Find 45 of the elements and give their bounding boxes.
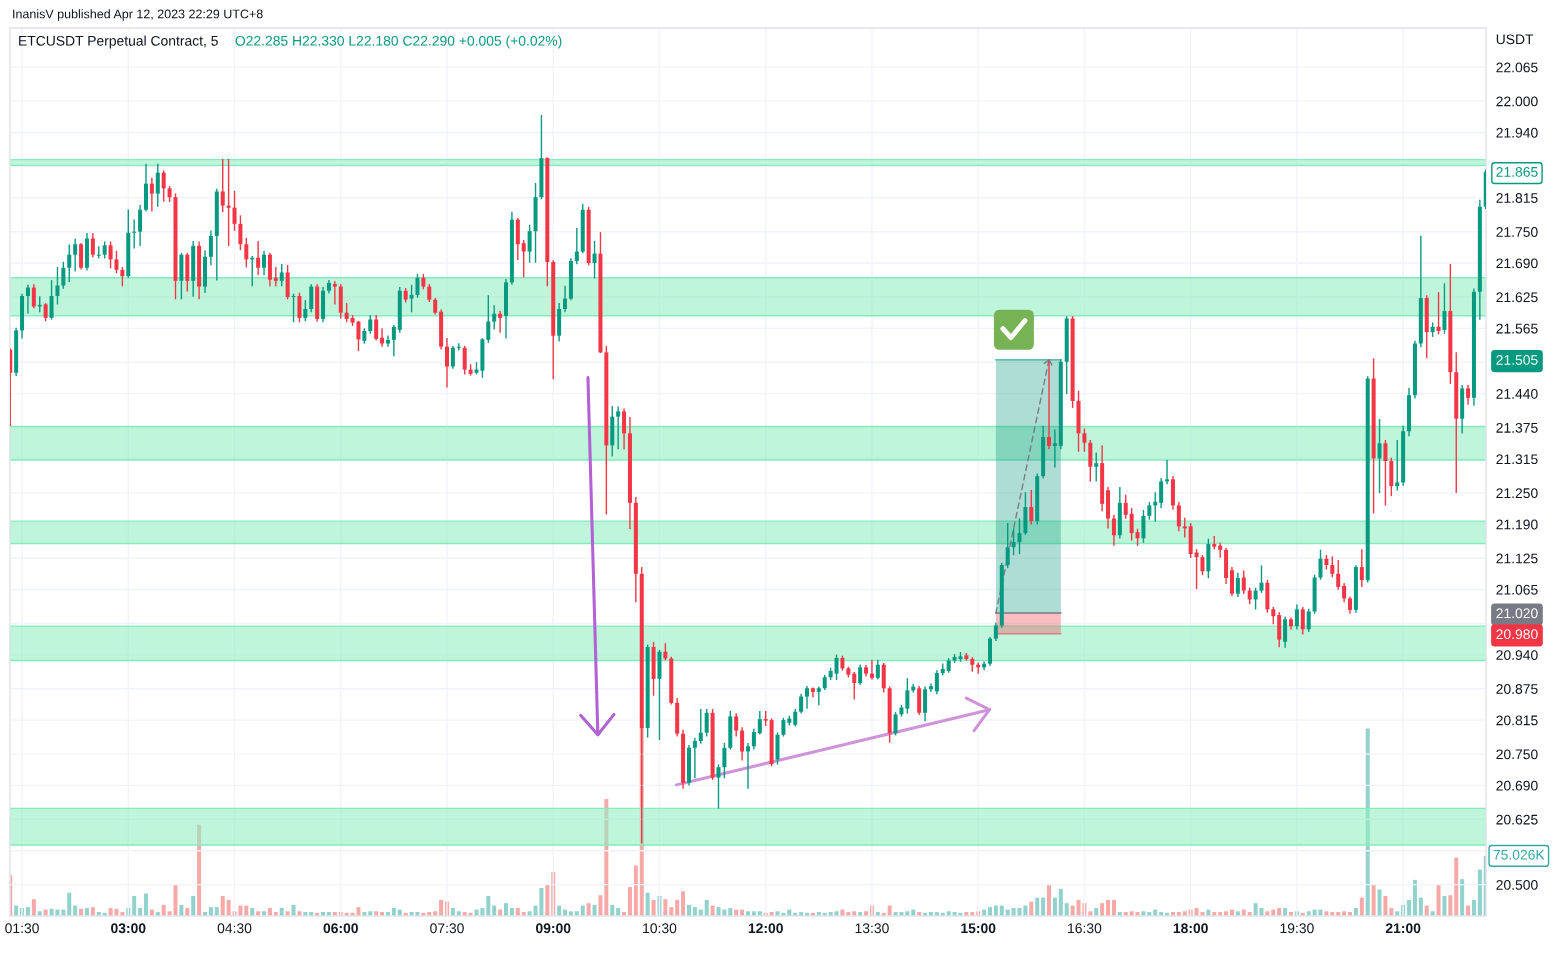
y-tick-label: 20.875: [1496, 684, 1538, 694]
y-tick-label: 20.815: [1496, 715, 1538, 726]
y-tick-label: 20.940: [1496, 650, 1538, 660]
text: InanisV published Apr 12, 2023 22:29 UTC+8: [13, 9, 263, 21]
x-tick-label: 03:00: [111, 923, 146, 934]
y-tick-label: 20.690: [1496, 780, 1538, 791]
x-tick-label: 09:00: [536, 923, 571, 934]
x-tick-label: 12:00: [748, 923, 783, 934]
y-tick-label: 21.440: [1496, 388, 1538, 399]
y-tick-label: 21.815: [1496, 193, 1538, 203]
y-tick-label: 20.625: [1496, 814, 1538, 825]
y-axis-title: USDT: [1496, 34, 1534, 45]
y-tick-label: 22.000: [1496, 96, 1538, 107]
x-tick-label: 15:00: [961, 923, 996, 934]
y-tick-label: 20.500: [1496, 879, 1538, 890]
y-tick-label: 21.865: [1496, 166, 1538, 177]
y-tick-label: 21.625: [1496, 292, 1538, 303]
y-tick-label: 20.980: [1496, 629, 1538, 640]
y-tick-label: 21.565: [1496, 323, 1538, 334]
x-tick-label: 18:00: [1173, 923, 1208, 934]
x-tick-label: 01:30: [5, 923, 39, 934]
y-tick-label: 21.505: [1496, 355, 1538, 365]
y-tick-label: 20.750: [1496, 749, 1538, 760]
y-tick-label: 21.020: [1496, 608, 1538, 619]
y-tick-label: 21.250: [1496, 488, 1538, 499]
text: 75.026K: [1493, 849, 1545, 860]
y-tick-label: 21.750: [1496, 227, 1538, 237]
y-tick-label: 21.690: [1496, 258, 1538, 269]
y-tick-label: 21.940: [1496, 127, 1538, 138]
x-tick-label: 13:30: [855, 923, 889, 934]
x-tick-label: 19:30: [1280, 923, 1314, 934]
y-tick-label: 21.125: [1496, 553, 1538, 564]
x-tick-label: 21:00: [1385, 923, 1421, 934]
y-tick-label: 21.315: [1496, 454, 1538, 465]
x-tick-label: 06:00: [323, 923, 358, 934]
y-tick-label: 21.190: [1496, 519, 1538, 530]
x-tick-label: 07:30: [430, 923, 464, 934]
y-tick-label: 21.375: [1496, 422, 1538, 433]
x-tick-label: 10:30: [643, 923, 677, 934]
text: ETCUSDT Perpetual Contract, 5: [19, 35, 218, 49]
y-tick-label: 22.065: [1496, 62, 1538, 73]
x-tick-label: 16:30: [1068, 923, 1102, 934]
y-tick-label: 21.065: [1496, 584, 1538, 595]
x-tick-label: 04:30: [217, 923, 252, 934]
text: O22.285 H22.330 L22.180 C22.290 +0.005 (+0.02%): [235, 35, 562, 49]
